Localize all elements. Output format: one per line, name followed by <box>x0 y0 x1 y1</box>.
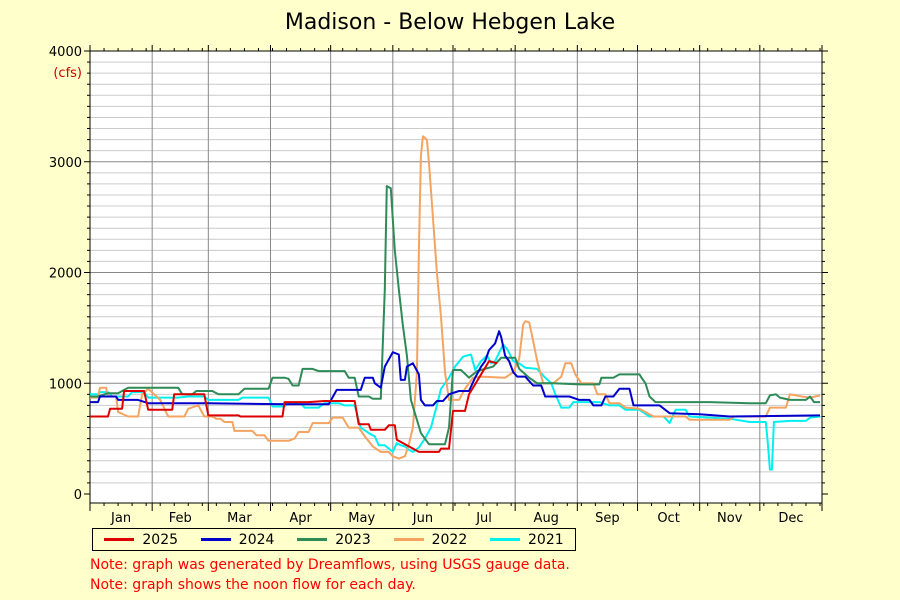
x-tick-label: Jul <box>475 511 492 526</box>
note-noon-flow: Note: graph shows the noon flow for each… <box>90 577 416 593</box>
series-line-2025 <box>90 360 498 453</box>
x-tick-label: Sep <box>595 511 620 526</box>
y-tick-label: 1000 <box>49 377 82 392</box>
legend-swatch-2023 <box>297 538 328 541</box>
legend-item-2024: 2024 <box>189 532 285 548</box>
legend: 2025 2024 2023 2022 2021 <box>92 528 576 551</box>
legend-label-2023: 2023 <box>335 531 371 548</box>
x-tick-label: Aug <box>534 511 559 526</box>
x-tick-label: Jan <box>110 511 131 526</box>
x-tick-label: May <box>348 511 375 526</box>
legend-item-2025: 2025 <box>93 532 189 548</box>
legend-label-2021: 2021 <box>528 531 564 548</box>
x-tick-label: Mar <box>227 511 252 526</box>
series-line-2024 <box>90 330 821 418</box>
legend-item-2022: 2022 <box>382 532 478 548</box>
legend-swatch-2022 <box>393 538 424 541</box>
chart-title: Madison - Below Hebgen Lake <box>284 10 616 35</box>
legend-item-2023: 2023 <box>286 532 382 548</box>
legend-swatch-2025 <box>104 538 135 541</box>
legend-label-2024: 2024 <box>238 531 275 548</box>
y-tick-label: 4000 <box>49 45 82 60</box>
x-tick-label: Nov <box>717 511 743 526</box>
x-tick-label: Jun <box>412 511 433 526</box>
note-source: Note: graph was generated by Dreamflows,… <box>90 557 570 573</box>
legend-swatch-2021 <box>490 538 520 541</box>
x-tick-label: Dec <box>778 511 803 526</box>
legend-item-2021: 2021 <box>479 532 575 548</box>
plot-frame <box>89 50 823 504</box>
x-tick-label: Apr <box>289 511 312 526</box>
legend-label-2022: 2022 <box>431 531 468 548</box>
y-axis-unit: (cfs) <box>53 66 82 81</box>
x-tick-label: Feb <box>169 511 192 526</box>
plot-area <box>90 51 822 503</box>
y-tick-label: 3000 <box>49 156 82 171</box>
y-tick-label: 0 <box>74 488 82 503</box>
x-tick-label: Oct <box>657 511 679 526</box>
legend-swatch-2024 <box>200 538 231 541</box>
legend-label-2025: 2025 <box>142 531 179 548</box>
series-line-2023 <box>90 185 820 446</box>
y-tick-label: 2000 <box>49 267 82 282</box>
